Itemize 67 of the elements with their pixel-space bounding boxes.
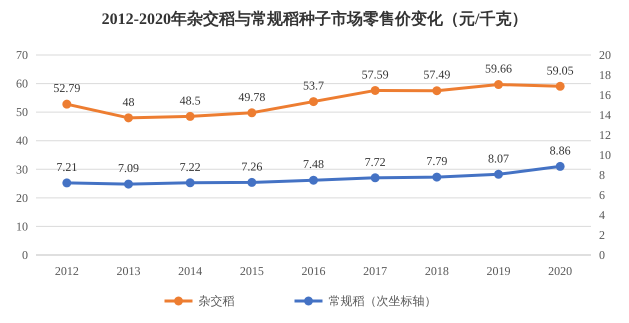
y2-tick-label: 20 xyxy=(599,48,611,62)
x-tick-label: 2019 xyxy=(486,264,510,278)
x-tick-label: 2017 xyxy=(363,264,388,278)
y-tick-label: 10 xyxy=(16,219,28,234)
point xyxy=(62,178,72,188)
data-label: 8.86 xyxy=(550,143,571,158)
point xyxy=(309,176,318,185)
data-label: 7.48 xyxy=(303,157,324,172)
data-label: 7.72 xyxy=(364,154,386,169)
data-label: 48.5 xyxy=(180,93,201,108)
legend-label: 杂交稻 xyxy=(198,294,234,308)
point xyxy=(432,86,442,96)
x-tick-label: 2020 xyxy=(548,264,572,278)
data-label: 7.79 xyxy=(426,154,448,168)
data-label: 59.05 xyxy=(546,63,574,78)
y2-tick-label: 4 xyxy=(599,208,605,222)
chart-title: 2012-2020年杂交稻与常规稻种子市场零售价变化（元/千克） xyxy=(102,9,528,28)
x-tick-label: 2014 xyxy=(178,264,202,278)
y-tick-label: 50 xyxy=(16,105,28,120)
y2-tick-label: 2 xyxy=(599,228,605,242)
data-label: 7.22 xyxy=(180,160,201,174)
y2-tick-label: 0 xyxy=(599,248,605,262)
x-tick-label: 2018 xyxy=(424,264,449,278)
y2-tick-label: 10 xyxy=(599,148,611,162)
y-tick-label: 60 xyxy=(16,76,28,91)
point xyxy=(309,97,318,106)
data-label: 7.21 xyxy=(56,160,78,174)
point xyxy=(247,178,256,187)
data-label: 49.78 xyxy=(238,90,266,104)
y2-tick-label: 6 xyxy=(599,188,605,202)
data-label: 53.7 xyxy=(303,78,324,93)
y2-tick-label: 8 xyxy=(599,168,605,182)
x-tick-label: 2012 xyxy=(54,264,79,278)
point xyxy=(186,178,195,188)
x-tick-label: 2015 xyxy=(240,264,264,278)
y-tick-label: 70 xyxy=(16,48,28,62)
point xyxy=(370,86,380,95)
data-label: 57.49 xyxy=(423,68,450,82)
point xyxy=(494,80,503,90)
data-label: 8.07 xyxy=(488,151,509,166)
point xyxy=(62,100,72,109)
data-label: 57.59 xyxy=(362,67,389,82)
y-tick-label: 40 xyxy=(16,134,28,148)
point xyxy=(494,170,503,179)
data-label: 48 xyxy=(122,94,134,109)
point xyxy=(247,108,256,118)
legend-label: 常规稻（次坐标轴） xyxy=(328,294,436,308)
y-tick-label: 30 xyxy=(16,162,28,176)
point xyxy=(124,113,133,122)
x-tick-label: 2016 xyxy=(302,264,326,278)
y2-tick-label: 12 xyxy=(599,128,611,142)
point xyxy=(556,82,565,91)
y2-tick-label: 14 xyxy=(599,108,611,122)
point xyxy=(432,172,442,182)
point xyxy=(556,162,565,171)
x-tick-label: 2013 xyxy=(116,264,140,278)
point xyxy=(370,173,380,182)
y-tick-label: 20 xyxy=(16,190,28,205)
data-label: 59.66 xyxy=(485,62,512,76)
y-tick-label: 0 xyxy=(22,248,28,262)
point xyxy=(124,180,133,189)
data-label: 7.26 xyxy=(241,159,262,174)
data-label: 7.09 xyxy=(118,161,139,176)
point xyxy=(186,112,195,121)
data-label: 52.79 xyxy=(53,81,80,96)
y2-tick-label: 16 xyxy=(599,88,611,102)
y2-tick-label: 18 xyxy=(599,68,611,82)
